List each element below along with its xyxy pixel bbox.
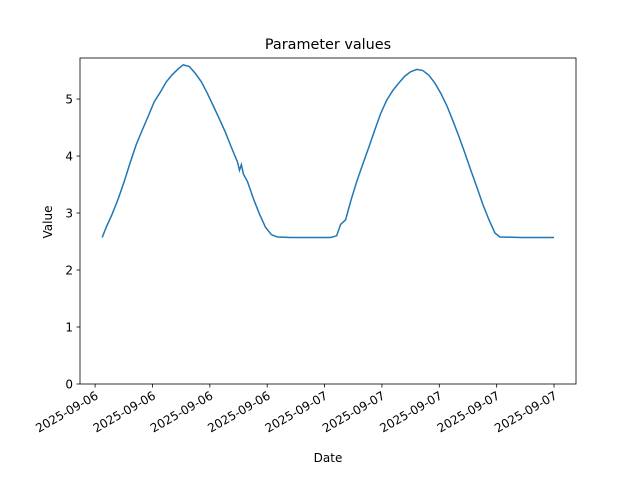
data-line: [101, 64, 555, 239]
y-tick-label: 1: [65, 321, 73, 335]
x-tick-label: 2025-09-06: [91, 388, 158, 435]
chart-title: Parameter values: [265, 37, 391, 53]
x-tick-label: 2025-09-07: [377, 388, 444, 435]
x-tick-label: 2025-09-06: [205, 388, 272, 435]
x-tick-label: 2025-09-06: [33, 388, 100, 435]
x-axis-label: Date: [314, 451, 343, 465]
y-axis-label: Value: [41, 206, 55, 239]
y-tick-label: 0: [65, 378, 73, 392]
y-tick-label: 5: [65, 93, 73, 107]
x-tick-label: 2025-09-07: [320, 388, 387, 435]
y-tick-label: 3: [65, 207, 73, 221]
x-tick-label: 2025-09-07: [435, 388, 502, 435]
y-tick-label: 4: [65, 150, 73, 164]
x-tick-label: 2025-09-06: [148, 388, 215, 435]
x-tick-label: 2025-09-07: [263, 388, 330, 435]
y-tick-label: 2: [65, 264, 73, 278]
x-tick-label: 2025-09-07: [492, 388, 559, 435]
plot-frame: [79, 57, 577, 385]
